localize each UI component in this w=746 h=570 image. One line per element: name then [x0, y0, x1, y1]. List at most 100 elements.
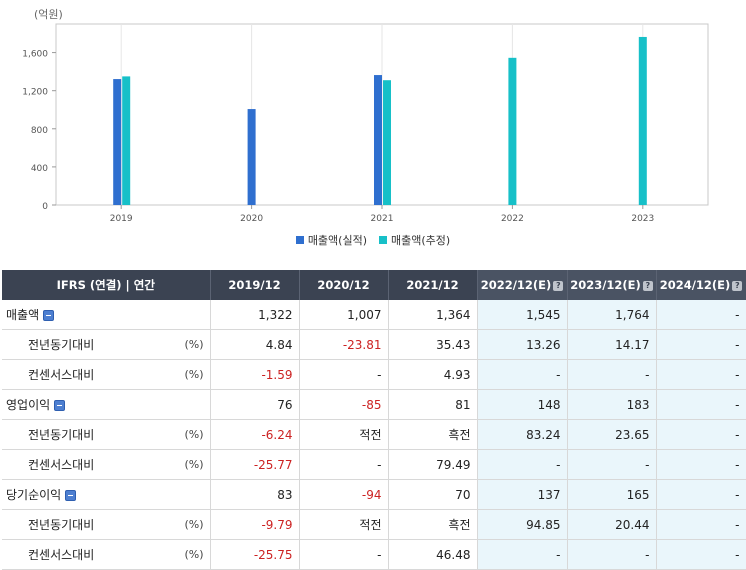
row-label: 컨센서스대비	[28, 458, 95, 472]
x-tick-label: 2022	[501, 214, 524, 224]
x-tick-label: 2019	[110, 214, 133, 224]
column-header-label: 2021/12	[406, 278, 459, 292]
value-cell: -	[656, 419, 746, 450]
value-cell: 35.43	[388, 329, 478, 360]
row-label: 컨센서스대비	[28, 368, 95, 382]
value-cell: -25.75	[210, 539, 300, 570]
chart-legend: 매출액(실적) 매출액(추정)	[0, 232, 746, 248]
column-header-label: 2020/12	[317, 278, 370, 292]
row-label-cell: 매출액	[2, 300, 211, 330]
row-label: 매출액	[6, 308, 40, 322]
y-tick-label: 800	[31, 126, 48, 136]
value-cell: 4.84	[210, 329, 300, 360]
row-label: 전년동기대비	[28, 518, 95, 532]
value-cell: 79.49	[388, 449, 478, 480]
table-header-row: IFRS (연결) | 연간 2019/12 2020/12 2021/12 2022…	[2, 270, 746, 300]
value-cell: 46.48	[388, 539, 478, 570]
x-tick-label: 2023	[631, 214, 654, 224]
value-cell: 1,364	[388, 300, 478, 330]
legend-item: 매출액(추정)	[379, 232, 450, 248]
legend-swatch	[379, 236, 387, 244]
bar-actual	[247, 109, 256, 205]
collapse-icon[interactable]	[54, 400, 66, 411]
column-header-label: 2022/12(E)	[480, 278, 552, 292]
value-cell: -23.81	[299, 329, 389, 360]
value-cell: 83.24	[477, 419, 568, 450]
percent-unit: (%)	[184, 428, 204, 441]
row-label: 영업이익	[6, 398, 51, 412]
y-tick-label: 400	[31, 164, 48, 174]
legend-item: 매출액(실적)	[295, 232, 367, 248]
value-cell: 83	[210, 479, 300, 510]
value-cell: 183	[567, 389, 657, 420]
help-icon[interactable]: ?	[642, 280, 653, 291]
table-row: 컨센서스대비 (%) -1.59-4.93- - -	[2, 359, 746, 390]
value-cell: -	[656, 300, 746, 330]
help-icon[interactable]: ?	[732, 280, 743, 291]
row-label-cell: 전년동기대비 (%)	[2, 329, 211, 360]
value-cell: 적전	[299, 419, 389, 450]
value-cell: -	[656, 539, 746, 570]
row-label: 전년동기대비	[28, 428, 95, 442]
column-header: 2020/12	[299, 270, 389, 300]
column-header: 2019/12	[210, 270, 300, 300]
value-cell: 13.26	[477, 329, 568, 360]
value-cell: -	[477, 539, 568, 570]
bar-estimate	[122, 76, 131, 205]
value-cell: 1,322	[210, 300, 300, 330]
value-cell: -	[656, 509, 746, 540]
bar-actual	[113, 79, 122, 205]
value-cell: -94	[299, 479, 389, 510]
value-cell: 148	[477, 389, 568, 420]
bar-estimate	[638, 36, 647, 206]
table-header-label: IFRS (연결) | 연간	[2, 270, 211, 300]
column-header: 2021/12	[388, 270, 478, 300]
row-label: 컨센서스대비	[28, 548, 95, 562]
value-cell: -	[656, 359, 746, 390]
value-cell: -	[299, 539, 389, 570]
y-tick-label: 0	[42, 202, 48, 212]
value-cell: 81	[388, 389, 478, 420]
value-cell: -	[656, 449, 746, 480]
value-cell: -9.79	[210, 509, 300, 540]
value-cell: -1.59	[210, 359, 300, 390]
column-header-label: 2023/12(E)	[570, 278, 641, 292]
value-cell: -	[477, 449, 568, 480]
legend-label: 매출액(실적)	[307, 234, 367, 247]
value-cell: 23.65	[567, 419, 657, 450]
table-body: 매출액 1,322 1,007 1,364 1,545 1,764- 전년동기대비 (%) 4.…	[2, 300, 746, 570]
column-header-label: 2019/12	[228, 278, 281, 292]
chart-plot: 0 400 800 1,200 1,600 2019 2020 2021 2022 2023	[22, 23, 709, 224]
row-label: 전년동기대비	[28, 338, 95, 352]
value-cell: -25.77	[210, 449, 300, 480]
bar-estimate	[508, 57, 517, 205]
value-cell: 70	[388, 479, 478, 510]
value-cell: 165	[567, 479, 657, 510]
y-tick-label: 1,600	[22, 50, 48, 60]
row-label-cell: 전년동기대비 (%)	[2, 419, 211, 450]
table-row: 컨센서스대비 (%) -25.75-46.48- - -	[2, 539, 746, 570]
row-label-cell: 영업이익	[2, 389, 211, 420]
help-icon[interactable]: ?	[553, 280, 564, 291]
value-cell: 76	[210, 389, 300, 420]
bar-estimate	[383, 80, 391, 205]
value-cell: -6.24	[210, 419, 300, 450]
percent-unit: (%)	[184, 338, 204, 351]
value-cell: 1,545	[477, 300, 568, 330]
value-cell: 20.44	[567, 509, 657, 540]
percent-unit: (%)	[184, 368, 204, 381]
value-cell: 137	[477, 479, 568, 510]
value-cell: 4.93	[388, 359, 478, 390]
legend-label: 매출액(추정)	[391, 234, 451, 247]
column-header-label: 2024/12(E)	[659, 278, 731, 292]
collapse-icon[interactable]	[43, 310, 55, 321]
value-cell: -	[567, 359, 657, 390]
value-cell: 1,764	[567, 300, 657, 330]
table-row: 전년동기대비 (%) -6.24 적전 흑전 83.24 23.65-	[2, 419, 746, 450]
table-row: 매출액 1,322 1,007 1,364 1,545 1,764-	[2, 300, 746, 330]
collapse-icon[interactable]	[65, 490, 77, 501]
value-cell: 적전	[299, 509, 389, 540]
percent-unit: (%)	[184, 548, 204, 561]
row-label-cell: 컨센서스대비 (%)	[2, 359, 211, 390]
bar-actual	[374, 75, 382, 205]
